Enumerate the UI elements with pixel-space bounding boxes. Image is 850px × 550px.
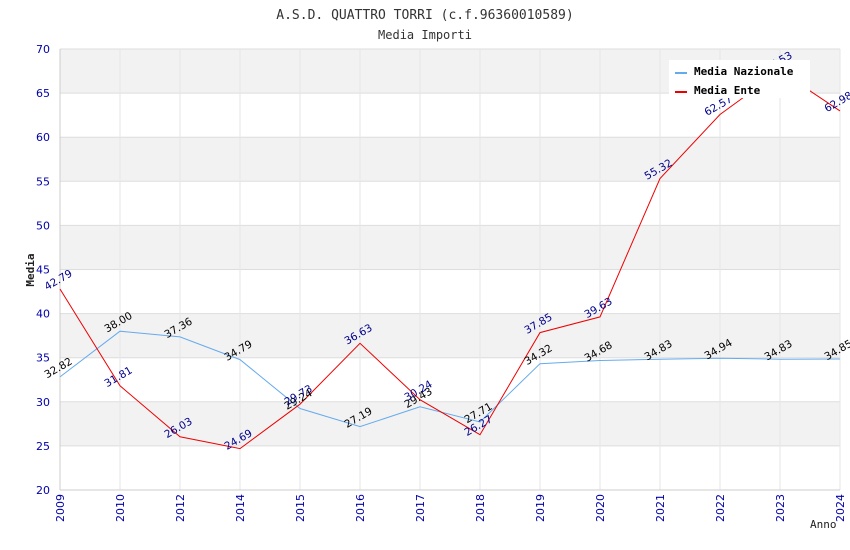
- x-tick-label: 2019: [534, 494, 547, 522]
- grid-band: [60, 181, 840, 226]
- x-tick-label: 2018: [474, 494, 487, 522]
- grid-band: [60, 269, 840, 314]
- y-axis-label: Media: [24, 253, 37, 286]
- y-tick-label: 25: [36, 440, 50, 453]
- y-tick-label: 55: [36, 175, 50, 188]
- grid-band: [60, 137, 840, 182]
- chart-subtitle: Media Importi: [378, 28, 472, 42]
- y-tick-label: 45: [36, 264, 50, 277]
- x-tick-label: 2010: [114, 494, 127, 522]
- x-tick-label: 2024: [834, 494, 847, 522]
- x-tick-label: 2023: [774, 494, 787, 522]
- legend-box: [669, 60, 810, 98]
- y-tick-label: 70: [36, 43, 50, 56]
- y-tick-labels: 20 25 30 35 40 45 50 55 60 65 70: [36, 43, 50, 497]
- grid-band: [60, 93, 840, 138]
- x-tick-label: 2016: [354, 494, 367, 522]
- series-line-media-nazionale: [59, 330, 841, 428]
- x-tick-labels: 2009 2010 2012 2014 2015 2016 2017 2018 2019 2020…: [54, 494, 847, 522]
- grid-band: [60, 445, 840, 490]
- y-tick-label: 50: [36, 219, 50, 232]
- x-axis-label: Anno: [810, 518, 837, 531]
- grid-band: [60, 225, 840, 270]
- y-tick-label: 60: [36, 131, 50, 144]
- x-tick-label: 2009: [54, 494, 67, 522]
- x-tick-label: 2015: [294, 494, 307, 522]
- y-tick-label: 20: [36, 484, 50, 497]
- legend: Media Nazionale Media Ente: [669, 60, 810, 98]
- legend-label-media-nazionale: Media Nazionale: [694, 65, 794, 78]
- y-tick-label: 40: [36, 308, 50, 321]
- y-tick-label: 65: [36, 87, 50, 100]
- y-tick-label: 35: [36, 352, 50, 365]
- legend-label-media-ente: Media Ente: [694, 84, 761, 97]
- x-tick-label: 2022: [714, 494, 727, 522]
- x-tick-label: 2017: [414, 494, 427, 522]
- plot-background-bands: [60, 49, 840, 490]
- x-tick-label: 2021: [654, 494, 667, 522]
- series-lines: [59, 70, 841, 450]
- x-tick-label: 2020: [594, 494, 607, 522]
- x-tick-label: 2014: [234, 494, 247, 522]
- x-tick-label: 2012: [174, 494, 187, 522]
- series-line-media-ente: [59, 70, 841, 450]
- grid-band: [60, 313, 840, 358]
- y-tick-label: 30: [36, 396, 50, 409]
- chart-title: A.S.D. QUATTRO TORRI (c.f.96360010589): [276, 8, 573, 23]
- grid-band: [60, 357, 840, 402]
